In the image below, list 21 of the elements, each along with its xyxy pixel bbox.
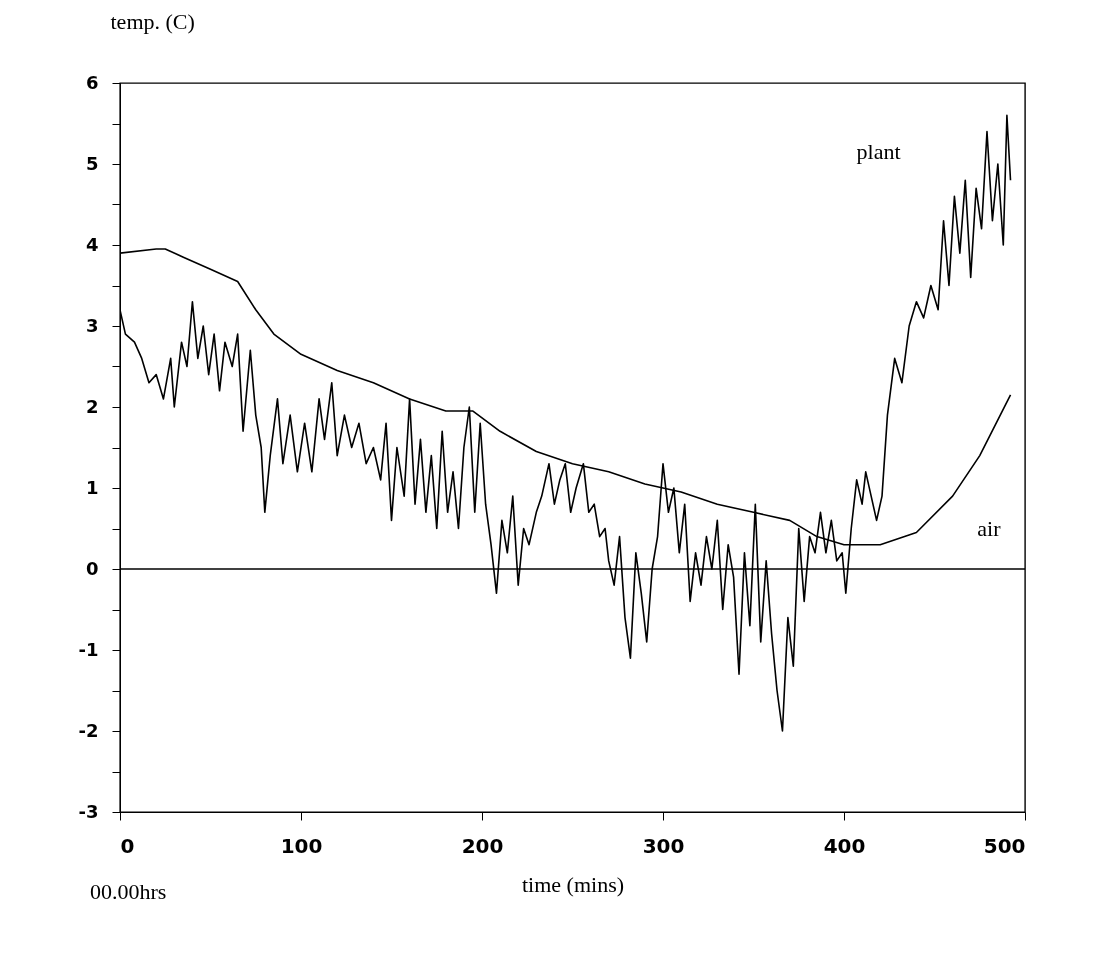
x-tick-label: 300 <box>642 833 685 858</box>
y-tick-label: 1 <box>85 476 99 498</box>
y-tick-label: -2 <box>78 719 99 741</box>
y-tick-label: 6 <box>85 71 99 93</box>
x-tick-label: 500 <box>983 833 1026 858</box>
text: 00.00hrs <box>90 879 167 904</box>
y-tick-label: -1 <box>78 638 99 660</box>
y-tick-label: 0 <box>85 557 99 579</box>
x-tick-label: 0 <box>120 833 135 858</box>
text: plant <box>856 138 901 164</box>
series-label: air <box>977 515 1002 541</box>
y-tick-label: -3 <box>78 800 99 822</box>
x-axis-title: time (mins) <box>521 871 625 897</box>
y-tick-label: 4 <box>85 233 99 255</box>
x-tick-label: 100 <box>280 833 323 858</box>
y-tick-label: 2 <box>85 395 99 417</box>
x-tick-label: 200 <box>461 833 504 858</box>
x-tick-label: 400 <box>823 833 866 858</box>
y-axis-title: temp. (C) <box>110 8 195 34</box>
y-tick-label: 3 <box>85 314 99 336</box>
y-tick-label: 5 <box>85 152 99 174</box>
